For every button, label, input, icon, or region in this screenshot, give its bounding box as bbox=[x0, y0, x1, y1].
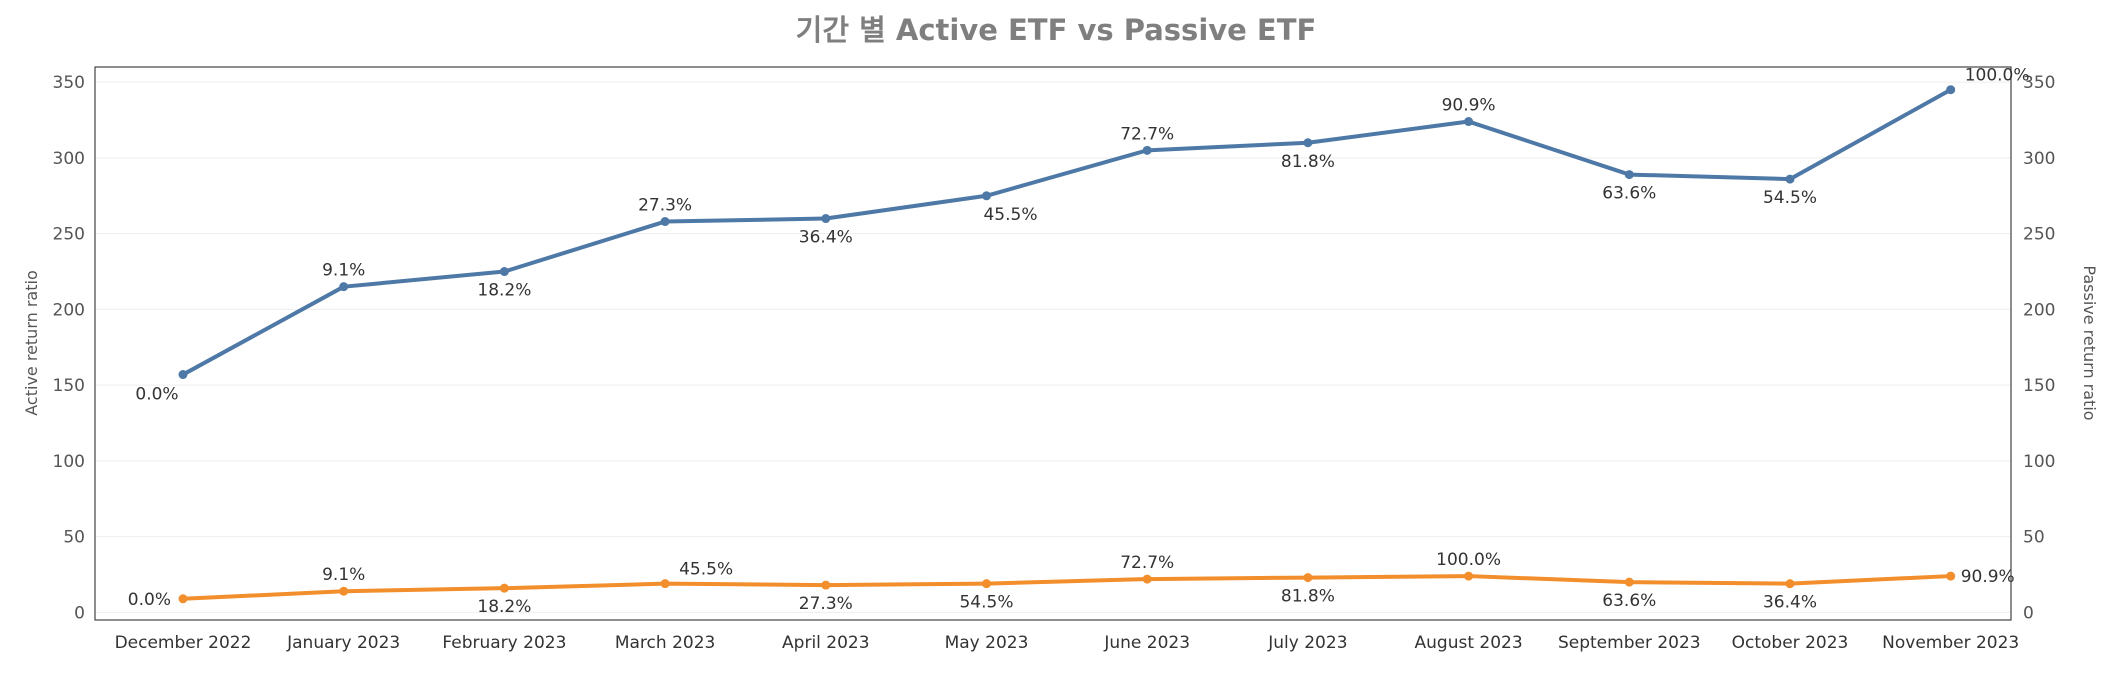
series-line-2 bbox=[182, 574, 1951, 601]
data-point bbox=[1946, 571, 1956, 581]
data-point bbox=[982, 579, 991, 589]
data-label: 18.2% bbox=[477, 281, 531, 301]
data-point bbox=[1464, 117, 1474, 127]
y2-tick-label: 200 bbox=[2023, 300, 2055, 320]
y-tick-label: 300 bbox=[53, 149, 85, 169]
data-point bbox=[1464, 571, 1474, 581]
x-axis: December 2022 January 2023 February 2023 Ma… bbox=[115, 633, 2020, 653]
data-label: 0.0% bbox=[128, 590, 171, 610]
x-tick-label: March 2023 bbox=[615, 633, 716, 653]
data-point bbox=[178, 370, 188, 380]
data-point bbox=[660, 579, 670, 589]
x-tick-label: November 2023 bbox=[1882, 633, 2019, 653]
series-group: 0.0% 9.1% 18.2% 27.3% 36.4% 45.5% 72.7% 81.8% 90… bbox=[128, 66, 2030, 617]
data-point bbox=[1624, 170, 1634, 180]
data-label: 45.5% bbox=[679, 560, 733, 580]
data-label: 81.8% bbox=[1281, 152, 1335, 172]
data-label: 54.5% bbox=[959, 593, 1013, 613]
x-tick-label: June 2023 bbox=[1103, 633, 1190, 653]
y2-tick-label: 150 bbox=[2023, 376, 2055, 396]
right-y-axis: 0 50 100 150 200 250 300 350 bbox=[2023, 73, 2055, 623]
y-tick-label: 100 bbox=[53, 452, 85, 472]
right-axis-title: Passive return ratio bbox=[2080, 265, 2099, 420]
data-point bbox=[499, 267, 509, 277]
data-label: 100.0% bbox=[1965, 66, 2030, 86]
data-label: 18.2% bbox=[477, 597, 531, 617]
y-tick-label: 150 bbox=[53, 376, 85, 396]
data-label: 0.0% bbox=[135, 385, 178, 405]
data-label: 9.1% bbox=[322, 261, 365, 281]
y2-tick-label: 0 bbox=[2023, 603, 2034, 623]
data-label: 81.8% bbox=[1281, 587, 1335, 607]
y2-tick-label: 100 bbox=[2023, 452, 2055, 472]
data-label: 72.7% bbox=[1120, 553, 1174, 573]
x-tick-label: October 2023 bbox=[1732, 633, 1849, 653]
data-point bbox=[982, 191, 991, 201]
data-point bbox=[499, 583, 509, 593]
data-label: 90.9% bbox=[1442, 96, 1496, 116]
data-label: 54.5% bbox=[1763, 188, 1817, 208]
y-tick-label: 250 bbox=[53, 225, 85, 245]
data-label: 27.3% bbox=[799, 594, 853, 614]
data-label: 36.4% bbox=[1763, 593, 1817, 613]
y-tick-label: 0 bbox=[74, 603, 85, 623]
data-point bbox=[1142, 574, 1152, 584]
series-line-1 bbox=[182, 87, 1952, 377]
y2-tick-label: 50 bbox=[2023, 528, 2045, 548]
data-label: 90.9% bbox=[1961, 567, 2015, 587]
data-point bbox=[1785, 579, 1795, 589]
data-label: 36.4% bbox=[799, 228, 853, 248]
x-tick-label: May 2023 bbox=[945, 633, 1029, 653]
data-label: 63.6% bbox=[1602, 591, 1656, 611]
data-point bbox=[1624, 577, 1634, 587]
gridlines bbox=[95, 81, 2011, 613]
chart-title: 기간 별 Active ETF vs Passive ETF bbox=[796, 13, 1317, 47]
data-point bbox=[178, 594, 188, 604]
data-label: 72.7% bbox=[1120, 124, 1174, 144]
data-point bbox=[339, 586, 349, 596]
data-point bbox=[1142, 145, 1152, 155]
x-tick-label: July 2023 bbox=[1267, 633, 1347, 653]
data-point bbox=[339, 282, 349, 292]
data-label: 27.3% bbox=[638, 196, 692, 216]
data-label: 100.0% bbox=[1436, 550, 1501, 570]
x-tick-label: April 2023 bbox=[782, 633, 870, 653]
data-label: 45.5% bbox=[983, 205, 1037, 225]
data-label: 63.6% bbox=[1602, 184, 1656, 204]
x-tick-label: September 2023 bbox=[1558, 633, 1701, 653]
data-point bbox=[1303, 573, 1313, 583]
left-y-axis: 0 50 100 150 200 250 300 350 bbox=[53, 73, 85, 623]
data-point bbox=[1946, 85, 1956, 95]
plot-frame bbox=[94, 66, 2012, 621]
x-tick-label: February 2023 bbox=[442, 633, 566, 653]
x-tick-label: December 2022 bbox=[115, 633, 252, 653]
y2-tick-label: 300 bbox=[2023, 149, 2055, 169]
data-point bbox=[821, 580, 831, 590]
y-tick-label: 50 bbox=[63, 528, 85, 548]
data-point bbox=[1785, 174, 1795, 184]
x-tick-label: August 2023 bbox=[1415, 633, 1523, 653]
data-point bbox=[660, 217, 670, 227]
y2-tick-label: 350 bbox=[2023, 73, 2055, 93]
data-label: 9.1% bbox=[322, 565, 365, 585]
data-point bbox=[821, 214, 831, 224]
y-tick-label: 350 bbox=[53, 73, 85, 93]
left-axis-title: Active return ratio bbox=[22, 270, 41, 415]
data-point bbox=[1303, 138, 1313, 148]
x-tick-label: January 2023 bbox=[286, 633, 400, 653]
y2-tick-label: 250 bbox=[2023, 225, 2055, 245]
y-tick-label: 200 bbox=[53, 300, 85, 320]
